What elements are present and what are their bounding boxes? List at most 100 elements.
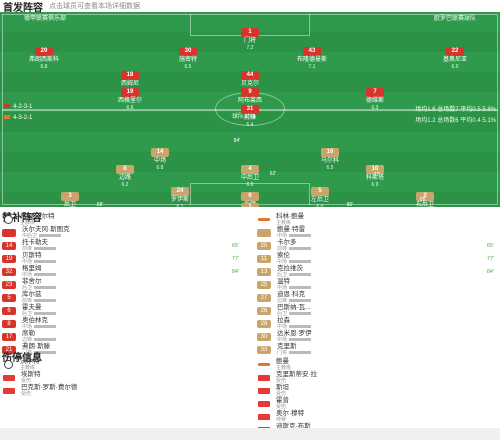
sub-player-row[interactable]: 11 索伦 中场 77'	[255, 252, 500, 265]
home-player[interactable]: 1 门将 7.2	[215, 20, 285, 51]
player-rating: 6.5	[184, 64, 192, 70]
player-name: 左后卫	[310, 197, 329, 203]
sub-player-position: 后卫	[22, 285, 57, 291]
coach-role: 主教练	[276, 220, 292, 226]
home-player[interactable]: 31 前锋 6.4	[215, 97, 285, 128]
away-player[interactable]: 24 罗伊斯 6.1	[145, 179, 215, 207]
home-team-name[interactable]: 德甲联赛俱乐部	[24, 16, 67, 22]
sub-player-position: 前锋	[22, 298, 57, 304]
away-player[interactable]: 8 边路 6.2	[90, 157, 160, 188]
home-player[interactable]: 29 弗朗西斯科 6.8	[9, 39, 79, 70]
player-name: 门将	[243, 38, 256, 44]
sub-shirt-number: 5	[2, 293, 16, 302]
lineup-subtitle: 点击球员可查看本场详细数据	[49, 3, 140, 10]
event-minute-mark: 84'	[233, 138, 241, 144]
home-player[interactable]: 7 德维斯 6.3	[340, 80, 410, 111]
away-player[interactable]: 5 左后卫 6.0	[285, 179, 355, 207]
away-formation: 4-3-2-1	[4, 115, 32, 121]
sub-player-row[interactable]: 沃尔夫冈·斯图克 中后卫	[0, 226, 245, 239]
sub-player-row[interactable]: 27 迪恩·科克 边锋	[255, 291, 500, 304]
sub-player-row[interactable]: 17 席勒 边锋	[0, 330, 245, 343]
shirt-number: 8	[116, 165, 134, 174]
sub-shirt-number	[257, 228, 271, 237]
sub-player-row[interactable]: 8 奥伯林克 中场	[0, 317, 245, 330]
sub-shirt-number: 13	[257, 267, 271, 276]
sub-player-row[interactable]: 21 弗朗·斯滕 门将	[0, 343, 245, 356]
away-player[interactable]: 1门将6.5	[215, 195, 285, 207]
sub-player-row[interactable]: 32 格里姆 中场 84'	[0, 265, 245, 278]
sub-shirt-number: 25	[257, 280, 271, 289]
injured-player-row[interactable]: 克里斯蒂安·拉 受伤	[255, 371, 500, 384]
away-team-name[interactable]: 欧罗巴联赛球队	[433, 16, 476, 22]
player-name: 科斯塔	[365, 175, 384, 181]
sub-player-row[interactable]: 13 克拉维茨 后卫 84'	[255, 265, 500, 278]
event-minute-mark: 62'	[269, 171, 277, 177]
player-name: 中后卫	[240, 175, 259, 181]
sub-player-row[interactable]: 鲍曼·特雷 中场	[255, 226, 500, 239]
sub-player-row[interactable]: 26 巴斯纳-瓦... 后卫	[255, 304, 500, 317]
sub-player-position: 门将	[277, 350, 312, 356]
coach-row[interactable]: 鲍曼 主教练	[255, 358, 500, 371]
home-player[interactable]: 19 西格里尔 6.6	[95, 80, 165, 111]
player-name: 后卫	[63, 202, 76, 207]
coach-row[interactable]: 沃尔特 主教练	[0, 358, 245, 371]
home-player[interactable]: 22 基奥尼亚 6.9	[420, 39, 490, 70]
sub-player-row[interactable]: 19 贝斯特 中场 77'	[0, 252, 245, 265]
sub-player-row[interactable]: 33 克里斯 门将	[255, 343, 500, 356]
coach-row[interactable]: 蒂姆·沃尔特 主教练	[0, 213, 245, 226]
sub-minute: 84'	[486, 268, 494, 275]
sub-player-position: 中场	[277, 337, 312, 343]
player-rating: 7.1	[308, 64, 316, 70]
sub-player-name: 巴斯纳-瓦...	[277, 304, 311, 311]
away-player[interactable]: 3后卫6.4	[35, 184, 105, 207]
injured-player-row[interactable]: 斯坦 受伤	[255, 384, 500, 397]
player-rating: 6.5	[326, 165, 334, 171]
sub-player-row[interactable]: 6 霍夫曼 后卫	[0, 304, 245, 317]
injured-player-row[interactable]: 奥尔·穆特 停赛	[255, 410, 500, 423]
injured-player-name: 巴克斯·罗斯·费尔德	[21, 384, 78, 391]
coach-icon	[258, 218, 270, 221]
sub-player-row[interactable]: 14 托卡勒夫 前锋 65'	[0, 239, 245, 252]
player-name: 罗伊斯	[170, 197, 189, 203]
sub-minute: 77'	[486, 255, 494, 262]
injured-player-row[interactable]: 埃斯特 受伤	[0, 371, 245, 384]
event-minute-mark: 58'	[96, 202, 104, 207]
sub-player-name: 迪恩·科克	[277, 291, 306, 298]
injured-player-name: 霍普	[276, 397, 289, 404]
shirt-number: 10	[366, 165, 384, 174]
sub-player-name: 达米恩·罗伊	[277, 330, 312, 337]
away-player[interactable]: 4 中后卫 6.6	[215, 157, 285, 188]
player-rating: 6.8	[156, 165, 164, 171]
coach-role: 主教练	[20, 365, 36, 371]
shirt-number: 4	[241, 165, 259, 174]
coach-row[interactable]: 科林·鲍曼 主教练	[255, 213, 500, 226]
shirt-number: 16	[321, 148, 339, 157]
away-stats: 场均1.2 总场数6 平均0.4 5.1%	[415, 118, 496, 124]
away-player[interactable]: 14 中场 6.8	[125, 140, 195, 171]
injured-player-row[interactable]: 巴克斯·罗斯·费尔德 受伤	[0, 384, 245, 397]
sub-player-row[interactable]: 30 达米恩·罗伊 中场	[255, 330, 500, 343]
home-player[interactable]: 43 布隆德曼斯 7.1	[277, 39, 347, 70]
home-player[interactable]: 30 施密特 6.5	[153, 39, 223, 70]
sub-player-name: 克拉维茨	[277, 265, 303, 272]
sub-player-row[interactable]: 25 温特 中场	[255, 278, 500, 291]
sub-player-row[interactable]: 23 菲舍尔 后卫	[0, 278, 245, 291]
injury-status: 受伤	[21, 391, 32, 397]
injured-player-row[interactable]: 霍普 受伤	[255, 397, 500, 410]
sub-player-name: 弗朗·斯滕	[22, 343, 51, 350]
shirt-number: 44	[241, 71, 259, 80]
player-name: 布隆德曼斯	[296, 57, 327, 63]
sub-player-position: 中场	[277, 285, 312, 291]
sub-player-position: 中场	[22, 324, 57, 330]
sub-player-row[interactable]: 20 卡尔多 前锋 65'	[255, 239, 500, 252]
sub-player-row[interactable]: 5 库尔兹 前锋	[0, 291, 245, 304]
player-rating: 6.2	[121, 182, 129, 188]
away-player[interactable]: 16 马尔科 6.5	[295, 140, 365, 171]
sub-player-row[interactable]: 28 拉森 中场	[255, 317, 500, 330]
away-player[interactable]: 10 科斯塔 6.9	[340, 157, 410, 188]
injury-status: 受伤	[276, 391, 287, 397]
sub-player-name: 索伦	[277, 252, 290, 259]
sub-player-position: 中场	[22, 272, 57, 278]
player-rating: 6.9	[371, 182, 379, 188]
